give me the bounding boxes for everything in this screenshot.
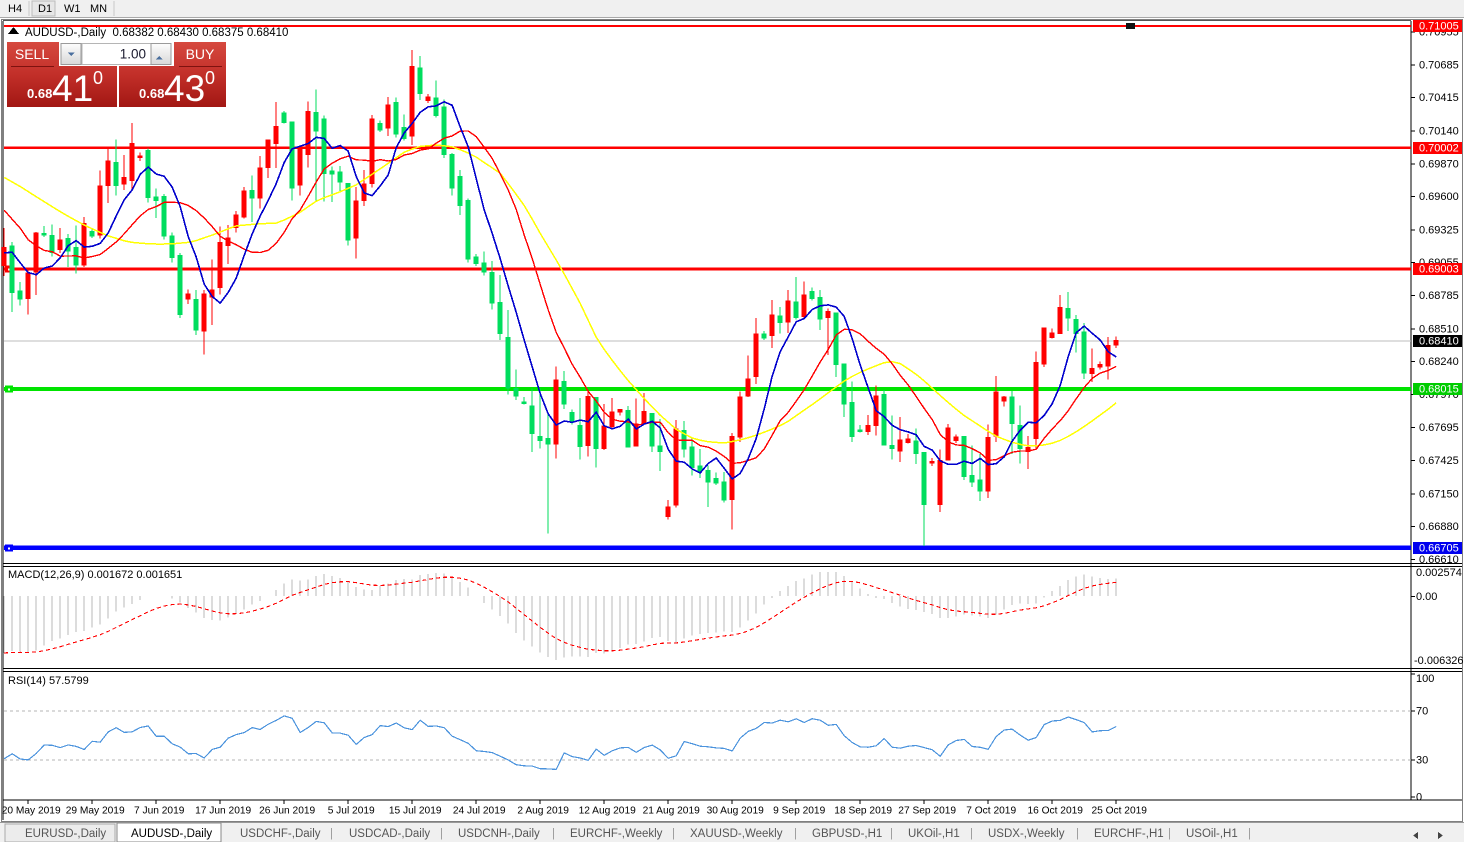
svg-text:20 May 2019: 20 May 2019 xyxy=(2,806,61,817)
svg-text:0.68510: 0.68510 xyxy=(1419,323,1459,335)
svg-text:0.70002: 0.70002 xyxy=(1419,142,1459,154)
svg-text:EURCHF-,H1: EURCHF-,H1 xyxy=(1094,828,1164,840)
svg-text:|: | xyxy=(552,828,555,840)
svg-text:BUY: BUY xyxy=(186,46,215,62)
svg-text:24 Jul 2019: 24 Jul 2019 xyxy=(453,806,506,817)
svg-text:-0.006326: -0.006326 xyxy=(1414,655,1464,667)
svg-text:0.68785: 0.68785 xyxy=(1419,290,1459,302)
svg-text:0.69600: 0.69600 xyxy=(1419,191,1459,203)
svg-text:0: 0 xyxy=(1416,792,1422,804)
svg-text:0: 0 xyxy=(93,68,103,88)
svg-text:USOil-,H1: USOil-,H1 xyxy=(1186,828,1238,840)
svg-text:0.70685: 0.70685 xyxy=(1419,59,1459,71)
svg-text:AUDUSD-,Daily 0.68382 0.68430: AUDUSD-,Daily 0.68382 0.68430 0.68375 0.… xyxy=(25,27,288,39)
svg-text:0.69325: 0.69325 xyxy=(1419,224,1459,236)
svg-text:26 Jun 2019: 26 Jun 2019 xyxy=(259,806,315,817)
svg-text:|: | xyxy=(1248,828,1251,840)
svg-text:|: | xyxy=(1168,828,1171,840)
svg-text:|: | xyxy=(1076,828,1079,840)
svg-text:0.66610: 0.66610 xyxy=(1419,554,1459,566)
svg-text:9 Sep 2019: 9 Sep 2019 xyxy=(773,806,825,817)
svg-text:XAUUSD-,Weekly: XAUUSD-,Weekly xyxy=(690,828,783,840)
svg-text:|: | xyxy=(890,828,893,840)
svg-text:0.68: 0.68 xyxy=(139,86,164,101)
svg-text:0.70415: 0.70415 xyxy=(1419,92,1459,104)
svg-text:MACD(12,26,9) 0.001672 0.00165: MACD(12,26,9) 0.001672 0.001651 xyxy=(8,569,182,581)
svg-text:0.66880: 0.66880 xyxy=(1419,521,1459,533)
svg-text:UKOil-,H1: UKOil-,H1 xyxy=(908,828,960,840)
svg-text:|: | xyxy=(794,828,797,840)
svg-text:5 Jul 2019: 5 Jul 2019 xyxy=(328,806,375,817)
svg-text:0.69003: 0.69003 xyxy=(1419,264,1459,276)
svg-text:EURCHF-,Weekly: EURCHF-,Weekly xyxy=(570,828,663,840)
svg-text:1.00: 1.00 xyxy=(120,47,146,62)
svg-text:2 Aug 2019: 2 Aug 2019 xyxy=(517,806,569,817)
svg-text:0.68410: 0.68410 xyxy=(1419,336,1459,348)
svg-text:|: | xyxy=(330,828,333,840)
svg-text:16 Oct 2019: 16 Oct 2019 xyxy=(1027,806,1083,817)
svg-text:0: 0 xyxy=(205,68,215,88)
svg-text:AUDUSD-,Daily: AUDUSD-,Daily xyxy=(131,828,212,840)
svg-text:H4: H4 xyxy=(8,3,22,15)
svg-text:29 May 2019: 29 May 2019 xyxy=(66,806,125,817)
svg-text:0.67425: 0.67425 xyxy=(1419,455,1459,467)
svg-text:0.67150: 0.67150 xyxy=(1419,488,1459,500)
svg-text:SELL: SELL xyxy=(15,46,49,62)
svg-text:USDCHF-,Daily: USDCHF-,Daily xyxy=(240,828,321,840)
svg-text:0.68: 0.68 xyxy=(27,86,52,101)
svg-text:17 Jun 2019: 17 Jun 2019 xyxy=(195,806,251,817)
svg-text:30: 30 xyxy=(1416,755,1428,767)
svg-text:100: 100 xyxy=(1416,673,1434,685)
svg-text:30 Aug 2019: 30 Aug 2019 xyxy=(707,806,765,817)
svg-text:|: | xyxy=(672,828,675,840)
svg-text:7 Jun 2019: 7 Jun 2019 xyxy=(134,806,185,817)
svg-text:15 Jul 2019: 15 Jul 2019 xyxy=(389,806,442,817)
svg-text:MN: MN xyxy=(90,3,107,15)
svg-text:18 Sep 2019: 18 Sep 2019 xyxy=(834,806,892,817)
svg-text:12 Aug 2019: 12 Aug 2019 xyxy=(579,806,637,817)
svg-text:41: 41 xyxy=(52,68,93,109)
svg-text:0.67695: 0.67695 xyxy=(1419,422,1459,434)
svg-text:0.66705: 0.66705 xyxy=(1419,542,1459,554)
svg-text:43: 43 xyxy=(164,68,205,109)
svg-text:7 Oct 2019: 7 Oct 2019 xyxy=(966,806,1016,817)
svg-text:USDX-,Weekly: USDX-,Weekly xyxy=(988,828,1065,840)
svg-text:EURUSD-,Daily: EURUSD-,Daily xyxy=(25,828,106,840)
svg-text:GBPUSD-,H1: GBPUSD-,H1 xyxy=(812,828,882,840)
svg-text:|: | xyxy=(970,828,973,840)
svg-text:25 Oct 2019: 25 Oct 2019 xyxy=(1091,806,1147,817)
svg-text:21 Aug 2019: 21 Aug 2019 xyxy=(643,806,701,817)
svg-text:|: | xyxy=(440,828,443,840)
svg-text:27 Sep 2019: 27 Sep 2019 xyxy=(898,806,956,817)
svg-text:0.002574: 0.002574 xyxy=(1416,567,1462,579)
svg-text:0.70140: 0.70140 xyxy=(1419,126,1459,138)
svg-text:D1: D1 xyxy=(38,3,52,15)
svg-text:0.68015: 0.68015 xyxy=(1419,383,1459,395)
svg-text:0.00: 0.00 xyxy=(1416,591,1437,603)
svg-text:RSI(14) 57.5799: RSI(14) 57.5799 xyxy=(8,675,89,687)
svg-text:USDCNH-,Daily: USDCNH-,Daily xyxy=(458,828,540,840)
svg-text:70: 70 xyxy=(1416,705,1428,717)
svg-text:W1: W1 xyxy=(64,3,81,15)
svg-text:0.68240: 0.68240 xyxy=(1419,356,1459,368)
svg-text:USDCAD-,Daily: USDCAD-,Daily xyxy=(349,828,430,840)
svg-text:0.71005: 0.71005 xyxy=(1419,21,1459,33)
svg-text:0.69870: 0.69870 xyxy=(1419,158,1459,170)
